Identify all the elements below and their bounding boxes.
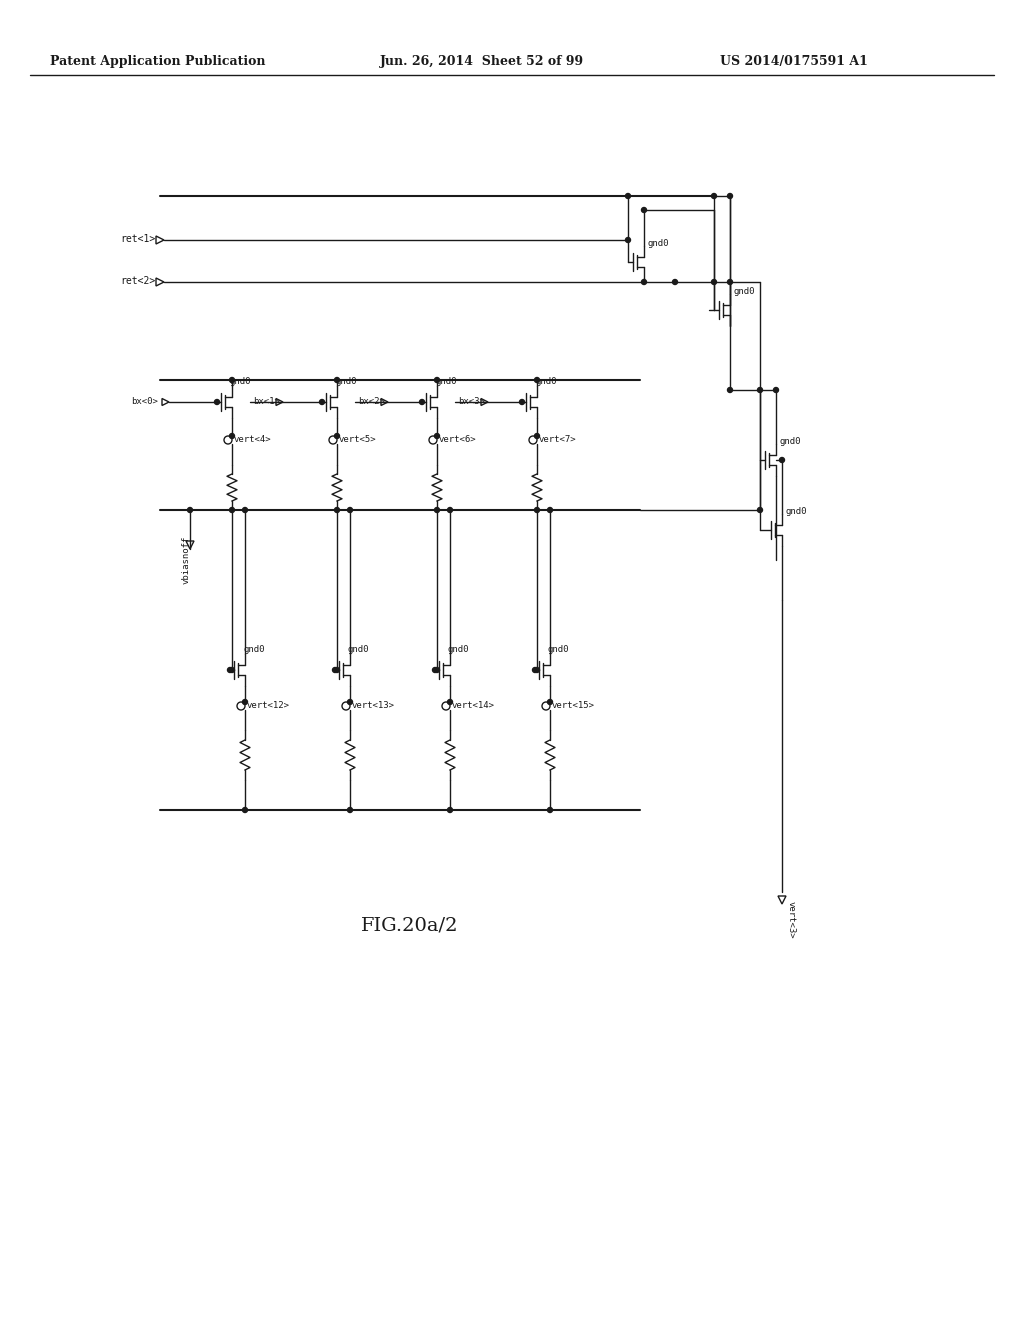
Text: gnd0: gnd0 [230,378,252,387]
Circle shape [229,433,234,438]
Circle shape [229,507,234,512]
Circle shape [333,668,338,672]
Text: vert<14>: vert<14> [452,701,495,710]
Circle shape [779,458,784,462]
Circle shape [229,378,234,383]
Text: vert<3>: vert<3> [787,902,796,939]
Circle shape [227,668,232,672]
Text: gnd0: gnd0 [548,645,569,655]
Text: gnd0: gnd0 [435,378,457,387]
Circle shape [641,207,646,213]
Circle shape [335,378,340,383]
Text: vbiasnoff: vbiasnoff [181,536,190,585]
Text: gnd0: gnd0 [785,507,807,516]
Circle shape [447,507,453,512]
Circle shape [243,507,248,512]
Text: bx<3>: bx<3> [458,397,485,407]
Text: vert<5>: vert<5> [339,436,377,445]
Text: vert<7>: vert<7> [539,436,577,445]
Circle shape [432,668,437,672]
Text: gnd0: gnd0 [449,645,469,655]
Text: gnd0: gnd0 [648,239,670,248]
Text: gnd0: gnd0 [779,437,801,446]
Circle shape [447,808,453,813]
Circle shape [319,400,325,404]
Circle shape [229,668,234,672]
Circle shape [626,194,631,198]
Circle shape [347,507,352,512]
Circle shape [626,238,631,243]
Circle shape [712,194,717,198]
Circle shape [420,400,425,404]
Text: ret<2>: ret<2> [120,276,155,286]
Circle shape [641,280,646,285]
Circle shape [243,808,248,813]
Text: gnd0: gnd0 [535,378,556,387]
Text: bx<2>: bx<2> [358,397,385,407]
Circle shape [758,507,763,512]
Circle shape [532,668,538,672]
Circle shape [548,808,553,813]
Circle shape [243,700,248,705]
Text: bx<1>: bx<1> [253,397,280,407]
Circle shape [214,400,219,404]
Circle shape [434,378,439,383]
Text: FIG.20a/2: FIG.20a/2 [361,916,459,935]
Text: vert<12>: vert<12> [247,701,290,710]
Text: gnd0: gnd0 [348,645,370,655]
Circle shape [773,388,778,392]
Circle shape [434,668,439,672]
Text: Jun. 26, 2014  Sheet 52 of 99: Jun. 26, 2014 Sheet 52 of 99 [380,55,584,69]
Circle shape [519,400,524,404]
Text: vert<15>: vert<15> [552,701,595,710]
Circle shape [447,700,453,705]
Circle shape [535,378,540,383]
Text: gnd0: gnd0 [335,378,356,387]
Circle shape [727,388,732,392]
Text: gnd0: gnd0 [243,645,264,655]
Circle shape [347,700,352,705]
Circle shape [548,700,553,705]
Circle shape [535,668,540,672]
Text: US 2014/0175591 A1: US 2014/0175591 A1 [720,55,868,69]
Circle shape [535,433,540,438]
Text: gnd0: gnd0 [733,288,755,297]
Circle shape [727,280,732,285]
Circle shape [335,668,340,672]
Text: bx<0>: bx<0> [131,397,158,407]
Text: vert<6>: vert<6> [439,436,476,445]
Circle shape [335,433,340,438]
Text: ret<1>: ret<1> [120,234,155,244]
Circle shape [347,808,352,813]
Circle shape [727,194,732,198]
Text: vert<4>: vert<4> [234,436,271,445]
Circle shape [434,433,439,438]
Circle shape [535,507,540,512]
Circle shape [335,507,340,512]
Circle shape [758,388,763,392]
Text: vert<13>: vert<13> [352,701,395,710]
Circle shape [434,507,439,512]
Circle shape [673,280,678,285]
Circle shape [712,280,717,285]
Circle shape [548,507,553,512]
Text: Patent Application Publication: Patent Application Publication [50,55,265,69]
Circle shape [187,507,193,512]
